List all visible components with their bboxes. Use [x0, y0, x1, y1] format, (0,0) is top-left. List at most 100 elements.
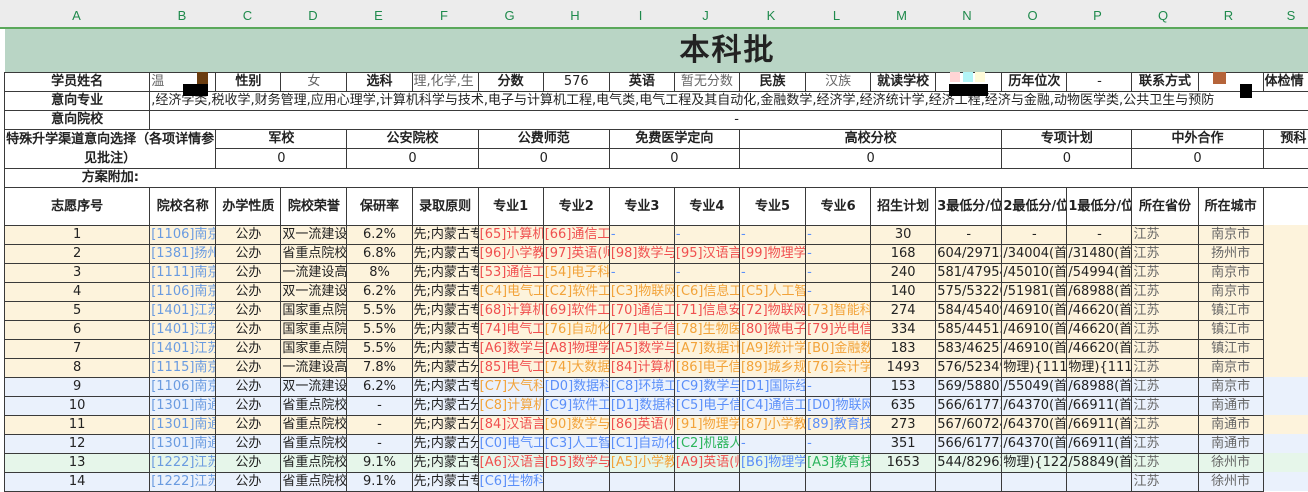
- school-name[interactable]: [1401]江苏: [150, 320, 216, 339]
- major-4[interactable]: [95]汉语言: [674, 244, 739, 263]
- enroll-plan[interactable]: 334: [871, 320, 936, 339]
- min-score-2[interactable]: [1002, 472, 1067, 491]
- min-score-3[interactable]: 604/29715: [936, 244, 1002, 263]
- grad-rate[interactable]: -: [347, 434, 412, 453]
- major-2[interactable]: [C9]软件工: [543, 396, 609, 415]
- admission-rule[interactable]: 先;内蒙古专: [412, 244, 478, 263]
- enroll-plan[interactable]: [871, 472, 936, 491]
- min-score-1[interactable]: /66911(首: [1067, 434, 1132, 453]
- intended-majors-value[interactable]: ,经济学类,税收学,财务管理,应用心理学,计算机科学与技术,电子与计算机工程,电…: [150, 91, 1308, 110]
- major-2[interactable]: [543, 472, 609, 491]
- school-honor[interactable]: 省重点院校: [281, 244, 347, 263]
- intended-schools-value[interactable]: -: [150, 110, 1308, 129]
- enroll-plan[interactable]: 30: [871, 225, 936, 244]
- min-score-1[interactable]: /66911(首: [1067, 415, 1132, 434]
- major-1[interactable]: [A6]数学与: [478, 339, 543, 358]
- province[interactable]: 江苏: [1132, 396, 1198, 415]
- column-header-B[interactable]: B: [149, 8, 215, 23]
- min-score-3[interactable]: [936, 472, 1002, 491]
- major-1[interactable]: [C6]生物科: [478, 472, 543, 491]
- school-type[interactable]: 公办: [216, 244, 281, 263]
- major-2[interactable]: [74]大数据: [543, 358, 609, 377]
- min-score-1[interactable]: /46620(首: [1067, 339, 1132, 358]
- column-header-O[interactable]: O: [1000, 8, 1066, 23]
- column-header-Q[interactable]: Q: [1130, 8, 1196, 23]
- major-5[interactable]: [B6]物理学: [739, 453, 805, 472]
- school-honor[interactable]: 一流建设高: [281, 358, 347, 377]
- major-6[interactable]: [B0]金融数: [806, 339, 871, 358]
- city[interactable]: 扬州市: [1198, 244, 1263, 263]
- min-score-1[interactable]: /46620(首: [1067, 301, 1132, 320]
- column-header-G[interactable]: G: [477, 8, 543, 23]
- row-number[interactable]: 4: [5, 282, 150, 301]
- special-military-value[interactable]: 0: [216, 149, 347, 169]
- major-3[interactable]: [77]电子信: [609, 320, 674, 339]
- grad-rate[interactable]: 8%: [347, 263, 412, 282]
- min-score-3[interactable]: 584/45409: [936, 301, 1002, 320]
- min-score-2[interactable]: /46910(首: [1002, 301, 1067, 320]
- major-1[interactable]: [C0]电气工: [478, 434, 543, 453]
- min-score-2[interactable]: 物理){1222: [1002, 453, 1067, 472]
- min-score-2[interactable]: /55049(首: [1002, 377, 1067, 396]
- major-2[interactable]: [A8]物理学: [543, 339, 609, 358]
- column-header-I[interactable]: I: [608, 8, 674, 23]
- province[interactable]: 江苏: [1132, 301, 1198, 320]
- school-honor[interactable]: 双一流建设: [281, 225, 347, 244]
- school-honor[interactable]: 省重点院校: [281, 415, 347, 434]
- major-3[interactable]: [84]计算机: [609, 358, 674, 377]
- column-header-S[interactable]: S: [1258, 8, 1308, 23]
- school-type[interactable]: 公办: [216, 377, 281, 396]
- school-type[interactable]: 公办: [216, 282, 281, 301]
- column-header-F[interactable]: F: [411, 8, 477, 23]
- major-2[interactable]: [54]电子科: [543, 263, 609, 282]
- min-score-2[interactable]: /45010(首: [1002, 263, 1067, 282]
- column-header-R[interactable]: R: [1196, 8, 1262, 23]
- major-4[interactable]: [C9]数学与: [674, 377, 739, 396]
- admission-rule[interactable]: 先;内蒙古分: [412, 415, 478, 434]
- row-number[interactable]: 7: [5, 339, 150, 358]
- row-number[interactable]: 8: [5, 358, 150, 377]
- min-score-1[interactable]: 物理){1115: [1067, 358, 1132, 377]
- school-type[interactable]: 公办: [216, 434, 281, 453]
- major-3[interactable]: [98]数学与: [609, 244, 674, 263]
- min-score-1[interactable]: /68988(首: [1067, 377, 1132, 396]
- major-6[interactable]: -: [806, 263, 871, 282]
- min-score-2[interactable]: /64370(首: [1002, 434, 1067, 453]
- province[interactable]: 江苏: [1132, 415, 1198, 434]
- enroll-plan[interactable]: 140: [871, 282, 936, 301]
- special-medical-value[interactable]: 0: [609, 149, 739, 169]
- major-6[interactable]: -: [806, 225, 871, 244]
- row-number[interactable]: 10: [5, 396, 150, 415]
- admission-rule[interactable]: 先;内蒙古专: [412, 282, 478, 301]
- min-score-1[interactable]: /58849(首: [1067, 453, 1132, 472]
- city[interactable]: 南通市: [1198, 434, 1263, 453]
- school-name[interactable]: [1106]南京: [150, 225, 216, 244]
- major-2[interactable]: [B5]数学与: [543, 453, 609, 472]
- special-normal-value[interactable]: 0: [478, 149, 609, 169]
- gender-value[interactable]: 女: [281, 72, 347, 91]
- province[interactable]: 江苏: [1132, 263, 1198, 282]
- province[interactable]: 江苏: [1132, 225, 1198, 244]
- special-preparatory-value[interactable]: [1263, 149, 1308, 169]
- school-name[interactable]: [1106]南京: [150, 377, 216, 396]
- major-4[interactable]: [86]电子信: [674, 358, 739, 377]
- major-1[interactable]: [53]通信工: [478, 263, 543, 282]
- min-score-3[interactable]: 585/44515: [936, 320, 1002, 339]
- grad-rate[interactable]: -: [347, 396, 412, 415]
- major-1[interactable]: [85]电气工: [478, 358, 543, 377]
- major-2[interactable]: [69]软件工: [543, 301, 609, 320]
- major-3[interactable]: [70]通信工: [609, 301, 674, 320]
- major-1[interactable]: [65]计算机: [478, 225, 543, 244]
- province[interactable]: 江苏: [1132, 453, 1198, 472]
- school-type[interactable]: 公办: [216, 339, 281, 358]
- min-score-2[interactable]: /51981(首: [1002, 282, 1067, 301]
- admission-rule[interactable]: 先;内蒙古分: [412, 434, 478, 453]
- row-number[interactable]: 13: [5, 453, 150, 472]
- enroll-plan[interactable]: 1653: [871, 453, 936, 472]
- city[interactable]: 镇江市: [1198, 320, 1263, 339]
- major-6[interactable]: [76]会计学: [806, 358, 871, 377]
- admission-rule[interactable]: 先;内蒙古分: [412, 396, 478, 415]
- row-number[interactable]: 6: [5, 320, 150, 339]
- column-header-P[interactable]: P: [1065, 8, 1131, 23]
- admission-rule[interactable]: 先;内蒙古专: [412, 377, 478, 396]
